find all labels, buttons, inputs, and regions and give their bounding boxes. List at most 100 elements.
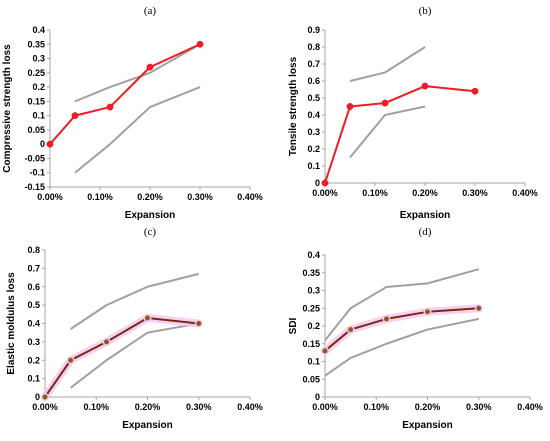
y-tick-label: 0 <box>35 392 40 402</box>
y-tick-label: 0.2 <box>307 321 320 331</box>
series-upper-line <box>70 272 199 330</box>
data-point <box>71 112 79 120</box>
y-tick-label: 0.5 <box>27 300 40 310</box>
y-tick-label: 0.1 <box>307 161 320 171</box>
y-axis-title: SDI <box>288 317 299 334</box>
y-tick-label: 0.25 <box>302 303 320 313</box>
y-tick-label: 0.7 <box>307 59 320 69</box>
y-tick-label: 0.3 <box>32 54 45 64</box>
y-axis-title: Compressive strength loss <box>2 44 13 173</box>
series-upper-line <box>324 268 480 341</box>
x-tick-label: 0.20% <box>415 402 441 412</box>
x-tick-label: 0.20% <box>137 192 163 202</box>
data-point <box>381 99 389 107</box>
y-tick-label: 0.35 <box>302 268 320 278</box>
series-upper-line <box>349 46 426 82</box>
y-tick-label: 0 <box>315 392 320 402</box>
y-tick-label: 0.2 <box>307 144 320 154</box>
x-tick-label: 0.10% <box>363 402 389 412</box>
y-tick-label: -0.05 <box>24 153 45 163</box>
x-tick-label: 0.40% <box>237 402 263 412</box>
y-tick-label: 0.2 <box>32 82 45 92</box>
data-point <box>106 103 114 111</box>
y-tick-label: 0.6 <box>307 76 320 86</box>
x-tick-label: 0.30% <box>186 402 212 412</box>
y-axis-title: Elastic moldulus loss <box>6 272 17 375</box>
x-axis-title: Expansion <box>122 420 173 431</box>
series-upper-line <box>74 43 201 103</box>
x-tick-label: 0.30% <box>466 402 492 412</box>
data-point <box>66 356 75 365</box>
x-tick-label: 0.10% <box>87 192 113 202</box>
panel-label: (d) <box>419 226 432 238</box>
data-point <box>474 304 483 313</box>
data-point <box>46 140 54 148</box>
y-tick-label: -0.1 <box>29 168 45 178</box>
data-point <box>146 63 154 71</box>
y-tick-label: 0.15 <box>302 339 320 349</box>
y-tick-label: 0.4 <box>32 25 45 35</box>
y-axis-title: Tensile strength loss <box>288 56 299 156</box>
x-tick-label: 0.40% <box>237 192 263 202</box>
data-point <box>382 314 391 323</box>
x-tick-label: 0.00% <box>312 188 338 198</box>
y-tick-label: 0.6 <box>27 282 40 292</box>
y-tick-label: 0.5 <box>307 93 320 103</box>
y-tick-label: -0.15 <box>24 182 45 192</box>
panel-d: (d) 0 0.05 0.1 0.15 0.2 0.25 0.3 0.35 0.4 0.00% 0.1… <box>288 226 543 431</box>
x-tick-label: 0.30% <box>462 188 488 198</box>
y-tick-label: 0.2 <box>27 355 40 365</box>
y-tick-label: 0.35 <box>27 39 45 49</box>
y-tick-label: 0.4 <box>27 319 40 329</box>
y-tick-label: 0.8 <box>307 42 320 52</box>
x-axis-title: Expansion <box>125 210 176 221</box>
y-tick-label: 0.15 <box>27 96 45 106</box>
series-main-line <box>324 85 476 184</box>
y-tick-label: 0.9 <box>307 25 320 35</box>
x-tick-label: 0.20% <box>412 188 438 198</box>
y-tick-label: 0.1 <box>32 111 45 121</box>
y-tick-label: 0.3 <box>307 127 320 137</box>
panel-label: (a) <box>144 5 157 17</box>
panel-label: (b) <box>419 5 432 17</box>
x-tick-label: 0.10% <box>362 188 388 198</box>
series-lower-line <box>349 105 426 159</box>
x-axis-title: Expansion <box>400 210 451 221</box>
series-lower-line <box>70 322 199 389</box>
series-lower-line <box>74 86 201 174</box>
data-point <box>346 103 354 110</box>
data-point <box>346 325 355 334</box>
x-axis-title: Expansion <box>402 420 453 431</box>
panel-c: (c) 0 0.1 0.2 0.3 0.4 0.5 0.6 0.7 0.8 0.00% 0.10% 0.… <box>6 226 263 431</box>
x-tick-label: 0.00% <box>32 402 58 412</box>
y-tick-label: 0.05 <box>27 125 45 135</box>
x-tick-label: 0.40% <box>517 402 543 412</box>
x-tick-label: 0.40% <box>512 188 538 198</box>
panel-a: (a)-0.15-0.1-0.0500.050.10.150.20.250.30… <box>2 5 263 221</box>
y-tick-label: 0.3 <box>307 286 320 296</box>
data-point <box>143 314 152 322</box>
panel-label: (c) <box>144 226 157 238</box>
data-point <box>321 179 329 187</box>
data-point <box>194 319 203 328</box>
x-tick-label: 0.00% <box>37 192 63 202</box>
data-point <box>196 40 204 48</box>
data-point <box>102 337 111 346</box>
y-tick-label: 0 <box>315 178 320 188</box>
y-tick-label: 0.7 <box>27 263 40 273</box>
y-tick-label: 0.1 <box>307 357 320 367</box>
y-tick-label: 0.4 <box>307 250 320 260</box>
y-tick-label: 0.4 <box>307 110 320 120</box>
y-tick-label: 0.25 <box>27 68 45 78</box>
x-tick-label: 0.30% <box>187 192 213 202</box>
panel-b: (b) 0 0.1 0.2 0.3 0.4 0.5 0.6 0.7 0.8 0.9 0.00% 0.10… <box>288 5 538 221</box>
data-point <box>41 393 49 401</box>
y-tick-label: 0.1 <box>27 374 40 384</box>
x-tick-label: 0.00% <box>312 402 338 412</box>
data-point <box>321 346 329 355</box>
y-tick-label: 0 <box>40 139 45 149</box>
series-lower-line <box>324 317 479 377</box>
data-point <box>423 307 432 316</box>
y-tick-label: 0.05 <box>302 374 320 384</box>
